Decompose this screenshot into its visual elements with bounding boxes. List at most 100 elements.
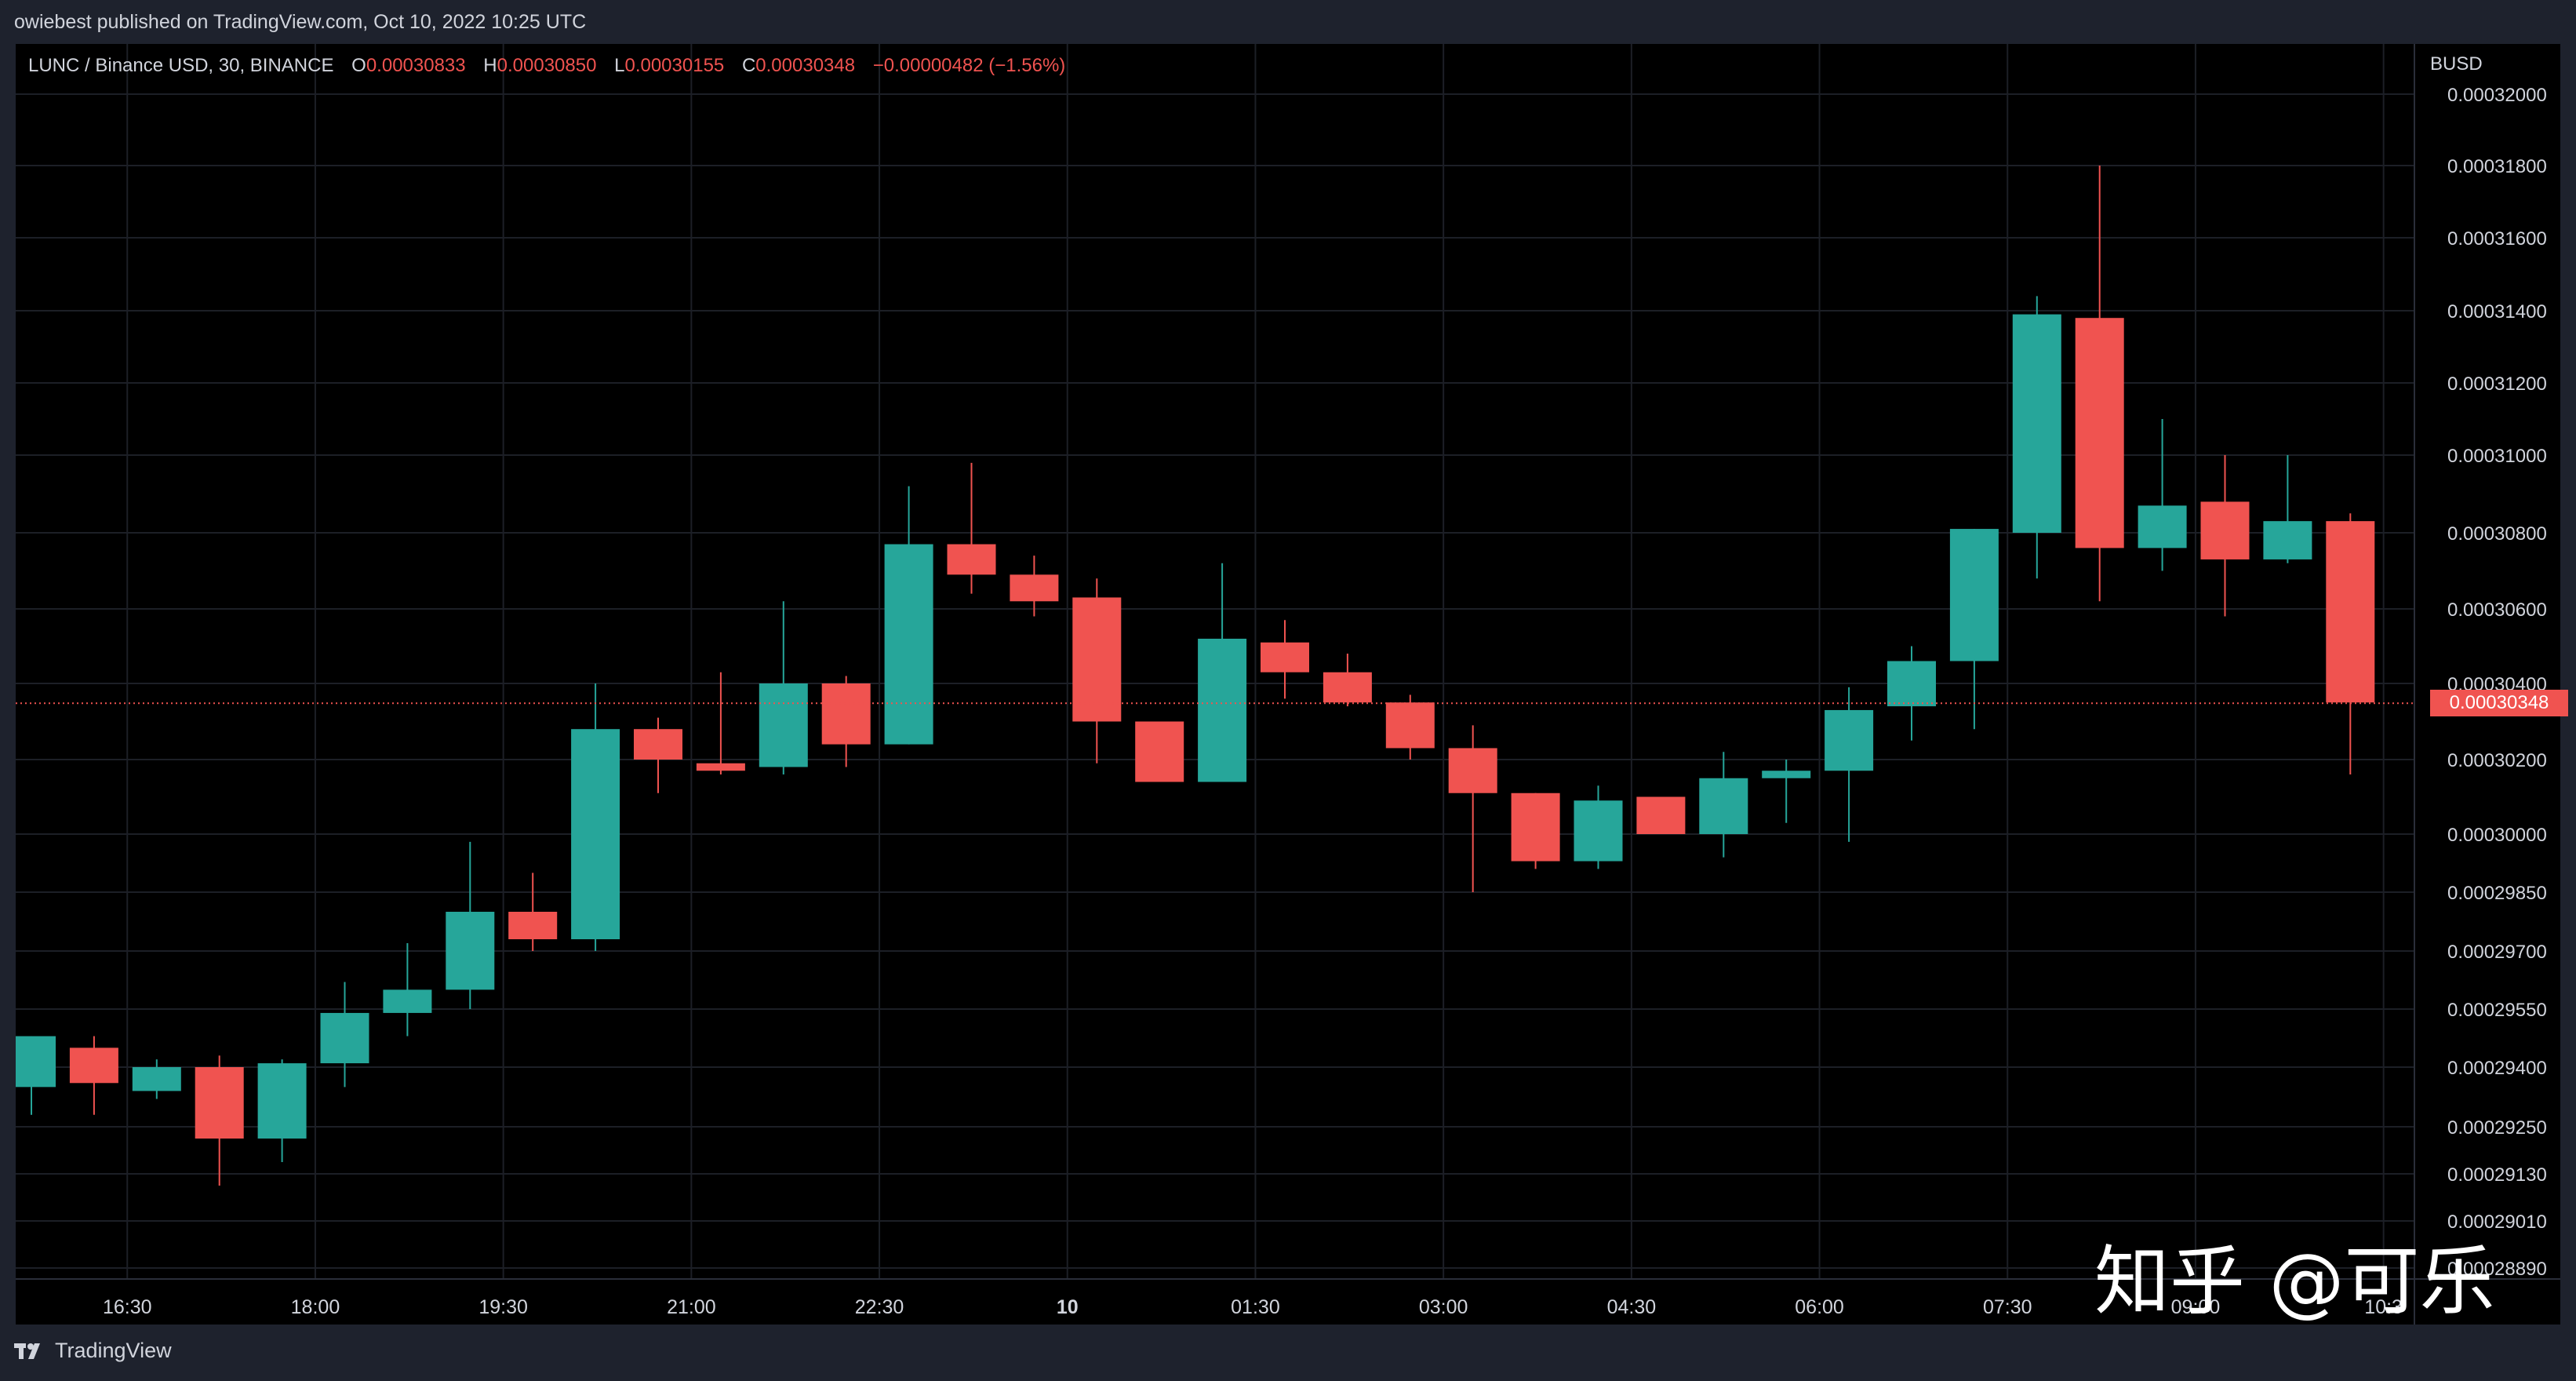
- published-info: owiebest published on TradingView.com, O…: [14, 11, 587, 33]
- symbol-legend: LUNC / Binance USD, 30, BINANCE O0.00030…: [28, 55, 1065, 77]
- candle-body: [1636, 796, 1686, 834]
- candle[interactable]: [1385, 694, 1435, 760]
- candle[interactable]: [2200, 455, 2250, 617]
- candle-body: [2138, 505, 2187, 548]
- chart-panel[interactable]: 0.00032000 0.00031800 0.00031600 0.00031400…: [16, 44, 2568, 1325]
- candle-body: [1762, 771, 1811, 778]
- symbol-name[interactable]: LUNC / Binance USD, 30, BINANCE: [28, 55, 334, 76]
- low-label: L: [614, 55, 625, 76]
- price-tick-label: 0.00030000: [2447, 825, 2547, 846]
- candle[interactable]: [446, 841, 495, 1009]
- candle-body: [446, 912, 495, 990]
- footer-brand[interactable]: TradingView: [14, 1339, 172, 1363]
- price-tick-label: 0.00031600: [2447, 228, 2547, 250]
- candle[interactable]: [696, 672, 745, 774]
- candle[interactable]: [884, 486, 933, 745]
- candle[interactable]: [1261, 620, 1309, 699]
- candle[interactable]: [2012, 296, 2061, 579]
- candle[interactable]: [320, 982, 369, 1088]
- candle-body: [1511, 793, 1560, 862]
- candle[interactable]: [1699, 752, 1748, 858]
- candle-body: [1198, 639, 1247, 782]
- candle-body: [320, 1012, 369, 1064]
- open-value: 0.00030833: [366, 55, 466, 76]
- candle[interactable]: [947, 462, 996, 594]
- time-tick-label: 21:00: [667, 1296, 716, 1318]
- candle[interactable]: [1198, 563, 1247, 782]
- candle[interactable]: [508, 873, 558, 951]
- candle-body: [1949, 529, 1999, 661]
- candle-body: [1825, 709, 1874, 771]
- time-tick-label: 19:30: [478, 1296, 528, 1318]
- candle[interactable]: [1762, 760, 1811, 823]
- low-value: 0.00030155: [624, 55, 725, 76]
- candle[interactable]: [2263, 455, 2312, 563]
- price-tick-label: 0.00028890: [2447, 1259, 2547, 1280]
- price-axis-unit: BUSD: [2430, 53, 2483, 75]
- candle[interactable]: [1636, 796, 1686, 835]
- candle-body: [1135, 721, 1184, 782]
- candle-body: [1887, 661, 1936, 707]
- close-label: C: [741, 55, 756, 76]
- candle[interactable]: [634, 717, 682, 793]
- candle[interactable]: [1323, 654, 1372, 707]
- candle[interactable]: [16, 1036, 56, 1115]
- candle[interactable]: [821, 676, 871, 767]
- candle-body: [1385, 702, 1435, 749]
- candle[interactable]: [1511, 793, 1560, 869]
- candle[interactable]: [2326, 513, 2375, 774]
- candle-body: [1072, 597, 1122, 722]
- candle[interactable]: [1825, 687, 1874, 842]
- candle[interactable]: [1574, 785, 1623, 869]
- price-tick-label: 0.00031400: [2447, 301, 2547, 322]
- time-tick-label: 10: [1057, 1296, 1079, 1318]
- candle[interactable]: [1135, 721, 1184, 782]
- close-value: 0.00030348: [755, 55, 856, 76]
- time-tick-label: 06:00: [1795, 1296, 1844, 1318]
- candle-body: [1574, 800, 1623, 862]
- time-tick-label: 16:30: [103, 1296, 152, 1318]
- price-tick-label: 0.00029550: [2447, 1000, 2547, 1021]
- candle-body: [2012, 314, 2061, 533]
- candle[interactable]: [759, 601, 808, 774]
- candle-body: [2200, 501, 2250, 559]
- time-tick-label: 03:00: [1419, 1296, 1468, 1318]
- candlestick-chart[interactable]: 0.00032000 0.00031800 0.00031600 0.00031400…: [16, 44, 2560, 1325]
- candle[interactable]: [1448, 725, 1497, 892]
- candle-body: [508, 912, 558, 939]
- price-tick-label: 0.00029010: [2447, 1212, 2547, 1233]
- candle[interactable]: [257, 1059, 307, 1162]
- candle-body: [759, 683, 808, 767]
- candle[interactable]: [383, 943, 432, 1037]
- candle[interactable]: [195, 1055, 244, 1186]
- candle[interactable]: [2138, 419, 2187, 571]
- candle[interactable]: [2075, 166, 2124, 602]
- price-tick-label: 0.00032000: [2447, 85, 2547, 106]
- high-label: H: [483, 55, 497, 76]
- candle-body: [571, 729, 620, 939]
- candle-body: [2075, 318, 2124, 548]
- candle-body: [2263, 521, 2312, 559]
- candle[interactable]: [1010, 556, 1059, 617]
- time-tick-label: 09:00: [2171, 1296, 2221, 1318]
- price-tick-label: 0.00031200: [2447, 373, 2547, 395]
- price-tick-label: 0.00031800: [2447, 156, 2547, 177]
- time-tick-label: 04:30: [1607, 1296, 1657, 1318]
- candle[interactable]: [1887, 646, 1936, 741]
- candle[interactable]: [132, 1059, 181, 1099]
- candle-body: [257, 1063, 307, 1139]
- candle[interactable]: [1949, 529, 1999, 730]
- candle-body: [821, 683, 871, 745]
- candle-body: [69, 1048, 118, 1084]
- candle[interactable]: [1072, 578, 1122, 763]
- price-tick-label: 0.00029700: [2447, 942, 2547, 963]
- high-value: 0.00030850: [497, 55, 597, 76]
- price-tick-label: 0.00030200: [2447, 750, 2547, 771]
- time-tick-label: 22:30: [855, 1296, 904, 1318]
- candle-body: [132, 1067, 181, 1091]
- change-value: −0.00000482 (−1.56%): [872, 55, 1066, 76]
- tradingview-logo-icon: [14, 1343, 40, 1359]
- candle[interactable]: [69, 1036, 118, 1115]
- candle[interactable]: [571, 683, 620, 951]
- candle-body: [1261, 642, 1309, 672]
